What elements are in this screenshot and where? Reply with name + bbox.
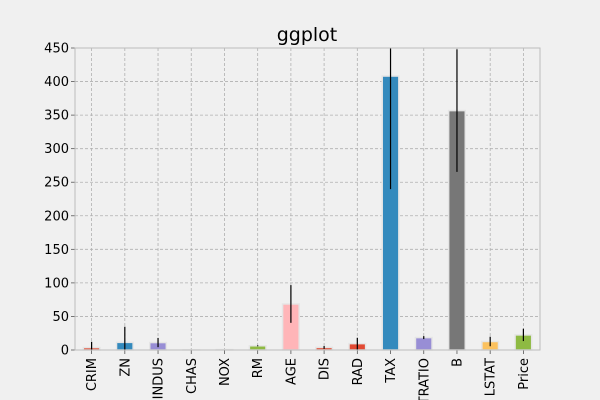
x-tick-label: B bbox=[450, 358, 465, 367]
y-tick-label: 100 bbox=[44, 276, 69, 291]
x-tick-label: LSTAT bbox=[484, 358, 499, 396]
y-tick-label: 300 bbox=[44, 142, 69, 157]
chart-title: ggplot bbox=[277, 24, 338, 46]
x-tick-label: RAD bbox=[351, 358, 366, 385]
y-tick-label: 150 bbox=[44, 243, 69, 258]
x-tick-label: AGE bbox=[284, 358, 299, 385]
x-tick-label: Price bbox=[517, 358, 532, 390]
x-tick-label: RM bbox=[251, 358, 266, 378]
y-tick-label: 0 bbox=[61, 344, 69, 359]
y-tick-label: 400 bbox=[44, 75, 69, 90]
x-tick-label: TAX bbox=[384, 358, 399, 384]
plot-frame bbox=[74, 47, 541, 351]
x-tick-label: ZN bbox=[118, 358, 133, 377]
y-tick-label: 250 bbox=[44, 176, 69, 191]
y-tick-label: 200 bbox=[44, 209, 69, 224]
y-tick-label: 50 bbox=[52, 310, 69, 325]
x-tick-label: NOX bbox=[218, 358, 233, 386]
x-tick-label: INDUS bbox=[152, 358, 167, 399]
bar-ptratio bbox=[414, 336, 433, 351]
plot-area bbox=[75, 48, 540, 350]
x-tick-label: CHAS bbox=[185, 358, 200, 394]
y-tick-label: 350 bbox=[44, 109, 69, 124]
bar-rm bbox=[248, 345, 267, 351]
x-tick-label: PTRATIO bbox=[417, 358, 432, 400]
x-tick-label: DIS bbox=[318, 358, 333, 380]
y-tick-label: 450 bbox=[44, 42, 69, 57]
x-tick-label: CRIM bbox=[85, 358, 100, 391]
